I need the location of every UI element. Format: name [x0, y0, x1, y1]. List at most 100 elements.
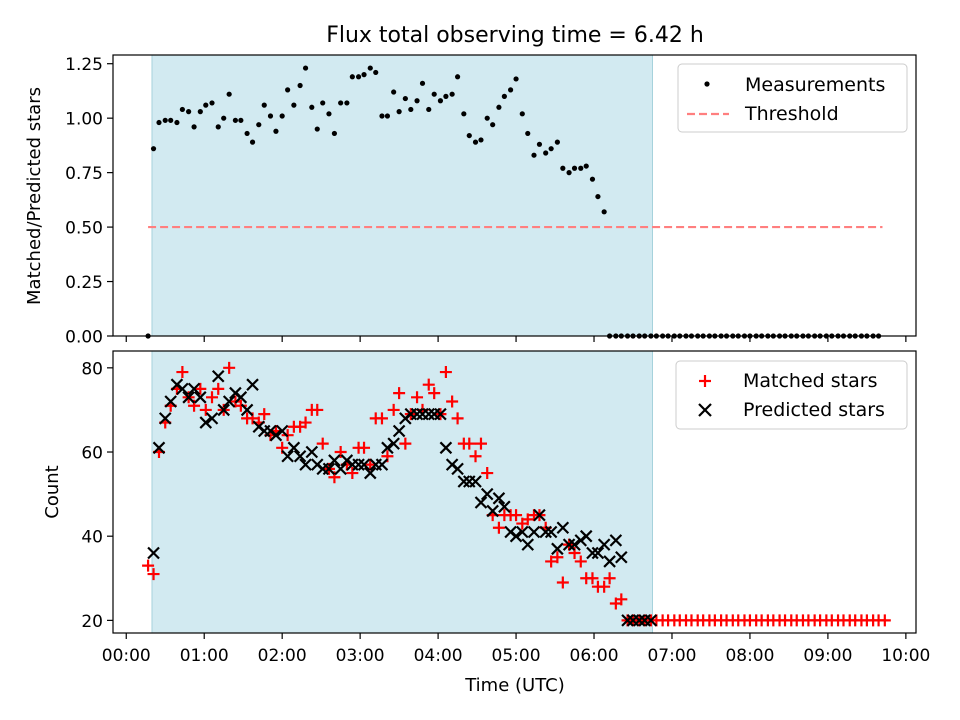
- predicted-star-marker: [375, 458, 389, 471]
- measurement-point: [338, 100, 344, 106]
- matched-star-marker: [346, 467, 359, 480]
- measurement-point: [344, 100, 350, 106]
- predicted-star-marker: [205, 412, 219, 425]
- measurement-point: [244, 130, 250, 137]
- predicted-star-marker: [492, 492, 506, 505]
- predicted-star-marker: [275, 424, 289, 438]
- bottom-x-tick-label: 04:00: [414, 646, 463, 666]
- legend-measurements-marker: [704, 81, 710, 87]
- measurement-point: [197, 109, 203, 115]
- bottom-x-tick-label: 02:00: [258, 646, 307, 666]
- bottom-y-tick-label: 20: [81, 612, 103, 632]
- measurement-point: [543, 150, 549, 156]
- measurement-point: [314, 126, 320, 132]
- predicted-star-marker: [305, 445, 319, 459]
- measurement-point: [601, 209, 607, 215]
- top-x-ticks: [125, 336, 907, 342]
- measurement-point: [302, 65, 309, 71]
- measurement-point: [583, 163, 589, 169]
- predicted-star-marker: [451, 462, 464, 476]
- legend-matched-marker: [699, 375, 711, 387]
- measurement-point: [578, 165, 584, 171]
- predicted-star-marker: [246, 378, 259, 391]
- measurement-point: [320, 100, 326, 106]
- chart-title: Flux total observing time = 6.42 h: [326, 23, 704, 48]
- predicted-star-marker: [644, 614, 658, 627]
- predicted-star-marker: [187, 382, 201, 396]
- measurement-point: [496, 104, 502, 110]
- predicted-star-marker: [556, 521, 570, 535]
- matched-star-marker: [545, 555, 558, 568]
- measurement-point: [326, 111, 332, 117]
- predicted-star-marker: [410, 407, 424, 421]
- measurement-point: [179, 106, 185, 113]
- matched-star-marker: [393, 387, 406, 400]
- predicted-star-marker: [586, 546, 599, 560]
- matched-star-marker: [147, 568, 160, 581]
- predicted-star-marker: [498, 500, 511, 514]
- measurement-point: [168, 117, 174, 123]
- measurement-point: [215, 124, 221, 130]
- matched-star-marker: [451, 412, 464, 425]
- predicted-star-marker: [621, 614, 634, 627]
- matched-star-marker: [551, 551, 564, 564]
- predicted-star-marker: [357, 458, 371, 471]
- matched-star-marker: [299, 416, 312, 429]
- bottom-y-tick-label: 60: [81, 444, 103, 464]
- matched-star-marker: [598, 580, 611, 593]
- matched-star-marker: [387, 403, 400, 416]
- predicted-star-marker: [164, 395, 177, 408]
- matched-star-marker: [176, 366, 189, 379]
- predicted-star-marker: [486, 504, 499, 518]
- measurement-point: [554, 139, 560, 145]
- matched-star-marker: [258, 408, 271, 421]
- matched-star-marker: [586, 572, 599, 585]
- predicted-star-marker: [387, 437, 400, 450]
- bottom-x-tick-label: 01:00: [180, 646, 229, 666]
- matched-star-marker: [334, 446, 347, 459]
- top-shaded-interval: [151, 54, 653, 337]
- matched-star-marker: [311, 403, 324, 416]
- predicted-star-marker: [527, 525, 541, 539]
- measurement-point: [449, 91, 455, 97]
- measurement-point: [484, 115, 490, 121]
- predicted-star-marker: [194, 391, 207, 404]
- measurement-point: [162, 117, 168, 123]
- measurement-point: [454, 74, 461, 80]
- measurement-point: [279, 113, 285, 119]
- predicted-star-marker: [328, 454, 341, 467]
- predicted-star-marker: [158, 412, 172, 425]
- predicted-star-marker: [597, 538, 611, 551]
- matched-star-marker: [469, 450, 482, 463]
- legend-predicted-marker: [698, 403, 712, 417]
- matched-star-marker: [463, 437, 476, 450]
- matched-star-marker: [358, 441, 371, 454]
- bottom-y-axis-label: Count: [42, 465, 63, 518]
- measurement-point: [508, 87, 514, 93]
- measurement-point: [238, 117, 244, 123]
- matched-star-marker: [481, 467, 494, 480]
- matched-star-marker: [234, 399, 247, 412]
- measurement-point: [566, 170, 572, 176]
- matched-star-marker: [375, 412, 388, 425]
- predicted-star-marker: [392, 424, 406, 438]
- measurement-point: [367, 65, 373, 71]
- legend-measurements-label: Measurements: [745, 74, 885, 96]
- predicted-star-marker: [281, 449, 294, 463]
- measurement-point: [156, 119, 162, 126]
- top-panel: 0.00 0.25 0.50 0.75 1.00 1.25 Matched/Predict…: [24, 54, 917, 348]
- measurement-point: [419, 80, 426, 86]
- predicted-star-marker: [269, 428, 283, 442]
- measurement-point: [571, 165, 578, 171]
- measurement-point: [309, 104, 315, 110]
- predicted-star-marker: [568, 538, 581, 551]
- matched-star-marker: [199, 403, 212, 416]
- measurement-point: [560, 165, 566, 171]
- matched-star-marker: [446, 395, 459, 408]
- top-y-axis: 0.00 0.25 0.50 0.75 1.00 1.25: [65, 55, 113, 348]
- measurement-point: [490, 122, 496, 128]
- bottom-x-tick-label: 09:00: [803, 646, 852, 666]
- measurement-point: [461, 111, 467, 117]
- matched-star-marker: [603, 572, 616, 585]
